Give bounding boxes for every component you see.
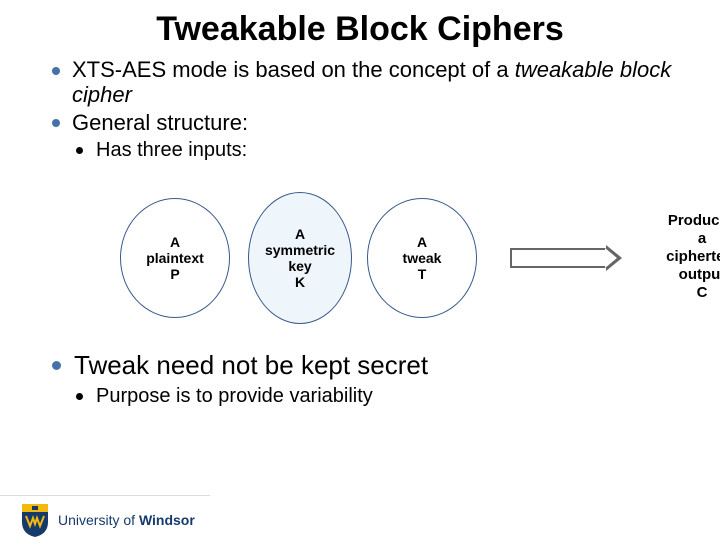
oval-key-l3: key bbox=[288, 258, 311, 274]
output-l2: a bbox=[652, 230, 720, 248]
footer-text: University of Windsor bbox=[58, 512, 195, 528]
bullet-purpose: Purpose is to provide variability bbox=[76, 385, 684, 408]
oval-plaintext-l2: plaintext bbox=[146, 250, 204, 266]
oval-key-l4: K bbox=[295, 274, 305, 290]
inputs-diagram: A plaintext P A symmetric key K A tweak … bbox=[52, 180, 684, 350]
footer-of: of bbox=[119, 512, 138, 528]
uwindsor-shield-icon bbox=[20, 502, 50, 538]
output-l4: output bbox=[652, 266, 720, 284]
slide-title: Tweakable Block Ciphers bbox=[0, 10, 720, 49]
footer-divider bbox=[0, 495, 210, 496]
output-l3: ciphertext bbox=[652, 248, 720, 266]
output-l1: Produces bbox=[652, 212, 720, 230]
oval-tweak-l3: T bbox=[418, 266, 427, 282]
bullet-xts-text: XTS-AES mode is based on the concept of … bbox=[72, 57, 515, 82]
arrow-icon bbox=[510, 248, 620, 270]
bullet-has-inputs: Has three inputs: bbox=[76, 139, 684, 162]
oval-plaintext-l1: A bbox=[170, 234, 180, 250]
oval-key-l1: A bbox=[295, 226, 305, 242]
oval-plaintext: A plaintext P bbox=[120, 198, 230, 318]
bullet-tweak-secret: Tweak need not be kept secret bbox=[52, 350, 684, 381]
bullet-structure: General structure: bbox=[52, 110, 684, 135]
oval-tweak-l1: A bbox=[417, 234, 427, 250]
oval-key: A symmetric key K bbox=[248, 192, 352, 324]
oval-plaintext-l3: P bbox=[170, 266, 179, 282]
oval-key-l2: symmetric bbox=[265, 242, 335, 258]
bullet-xts: XTS-AES mode is based on the concept of … bbox=[52, 57, 684, 108]
footer-windsor: Windsor bbox=[139, 512, 195, 528]
footer-university: University bbox=[58, 512, 119, 528]
oval-tweak: A tweak T bbox=[367, 198, 477, 318]
output-label: Produces a ciphertext output C bbox=[652, 212, 720, 302]
slide-body: XTS-AES mode is based on the concept of … bbox=[52, 57, 684, 408]
oval-tweak-l2: tweak bbox=[403, 250, 442, 266]
footer-branding: University of Windsor bbox=[20, 502, 195, 538]
output-l5: C bbox=[652, 284, 720, 302]
